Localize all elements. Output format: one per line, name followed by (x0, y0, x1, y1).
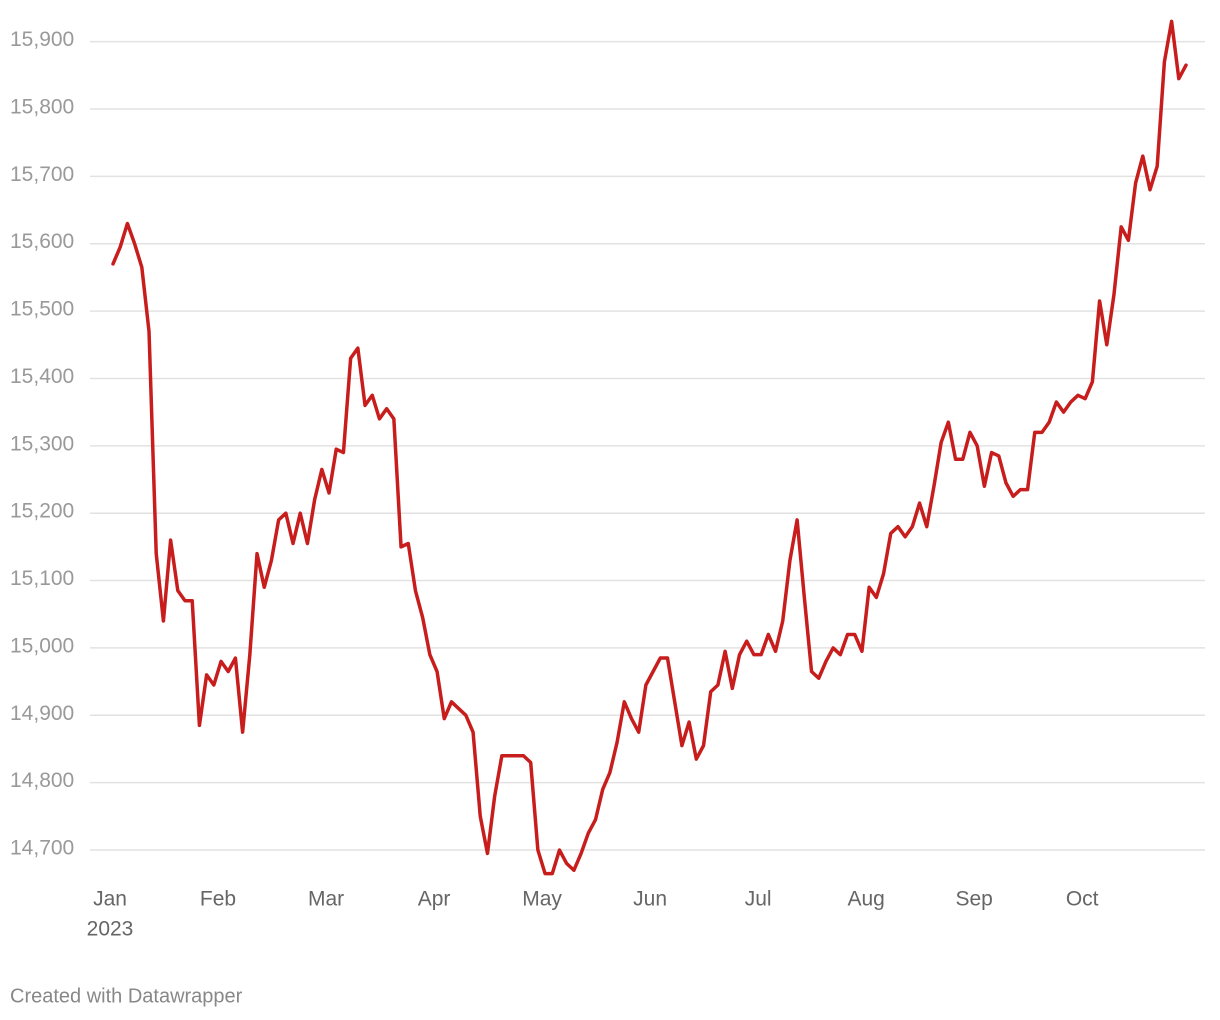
x-tick-label: Apr (418, 888, 451, 911)
y-tick-label: 15,300 (10, 432, 74, 455)
x-tick-label: May (522, 888, 562, 911)
y-tick-label: 14,800 (10, 769, 74, 792)
footer: Created with Datawrapper (10, 985, 243, 1007)
x-tick-label: Oct (1066, 888, 1099, 911)
x-tick-label: Aug (847, 888, 884, 911)
y-tick-label: 14,700 (10, 837, 74, 860)
y-tick-label: 15,200 (10, 500, 74, 523)
y-tick-label: 15,400 (10, 365, 74, 388)
y-tick-label: 15,600 (10, 230, 74, 253)
y-tick-label: 15,700 (10, 163, 74, 186)
y-tick-label: 15,100 (10, 567, 74, 590)
y-tick-label: 15,900 (10, 28, 74, 51)
x-tick-label: Jan (93, 888, 127, 911)
x-tick-label: Sep (955, 888, 992, 911)
x-tick-label: Jul (745, 888, 772, 911)
x-tick-label: Mar (308, 888, 344, 911)
line (111, 19, 1188, 876)
x-tick-label: Jun (633, 888, 667, 911)
y-tick-label: 15,800 (10, 95, 74, 118)
y-tick-label: 15,500 (10, 298, 74, 321)
x-sublabel: 2023 (87, 918, 134, 941)
y-tick-label: 15,000 (10, 634, 74, 657)
y-tick-label: 14,900 (10, 702, 74, 725)
x-tick-label: Feb (200, 888, 236, 911)
